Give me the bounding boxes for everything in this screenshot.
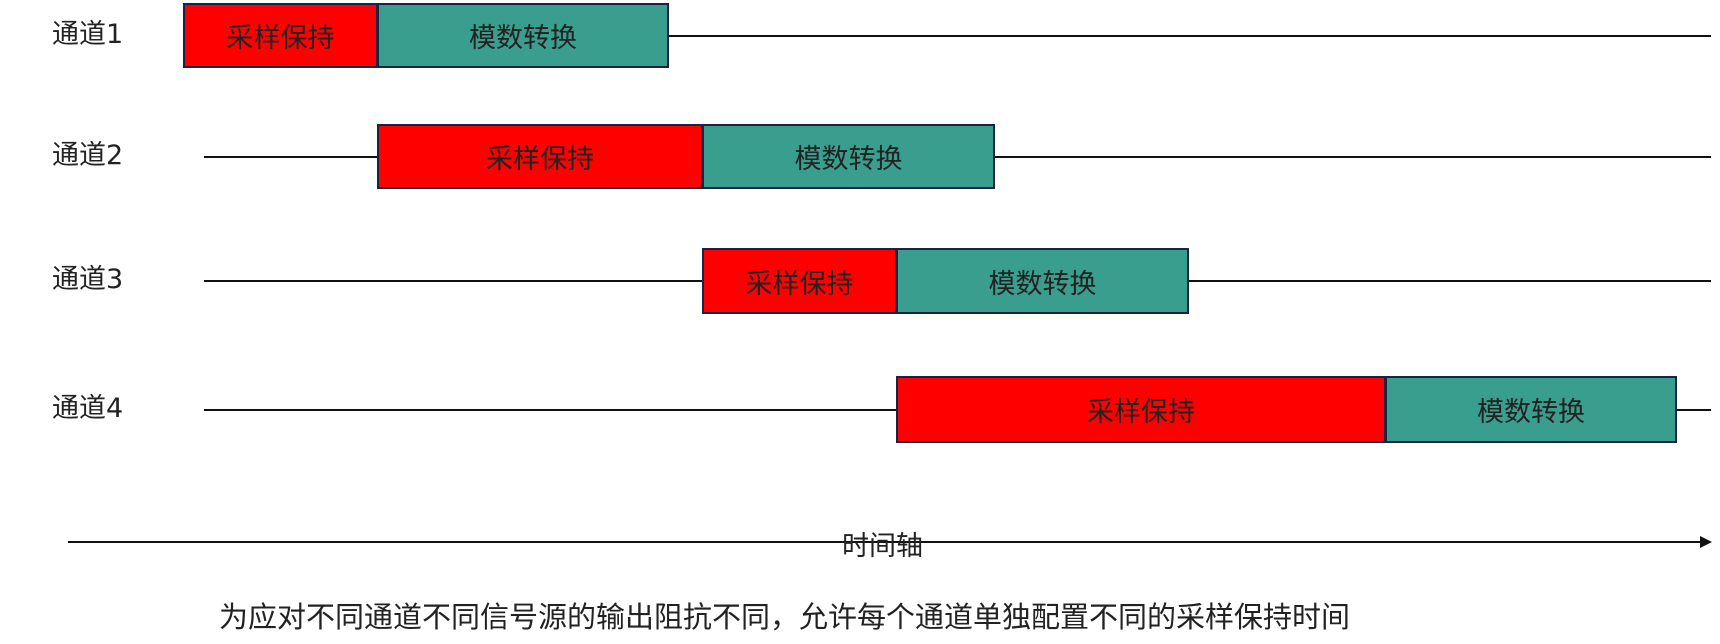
- time-axis: [68, 541, 1704, 543]
- caption: 为应对不同通道不同信号源的输出阻抗不同，允许每个通道单独配置不同的采样保持时间: [219, 600, 1351, 634]
- sample-hold-block: 采样保持: [702, 248, 897, 314]
- channel-label: 通道1: [52, 18, 124, 50]
- sample-hold-block: 采样保持: [377, 124, 703, 189]
- channel-label: 通道2: [52, 139, 124, 171]
- channel-label: 通道4: [52, 392, 124, 424]
- channel-timeline: [669, 34, 1711, 37]
- sample-hold-block: 采样保持: [896, 376, 1386, 443]
- adc-block: 模数转换: [377, 3, 669, 68]
- adc-block: 模数转换: [896, 248, 1189, 314]
- time-axis-label: 时间轴: [842, 531, 923, 562]
- adc-block: 模数转换: [702, 124, 995, 189]
- time-axis-arrow-icon: [1700, 536, 1712, 548]
- sample-hold-block: 采样保持: [183, 3, 378, 68]
- adc-block: 模数转换: [1385, 376, 1677, 443]
- channel-label: 通道3: [52, 264, 124, 295]
